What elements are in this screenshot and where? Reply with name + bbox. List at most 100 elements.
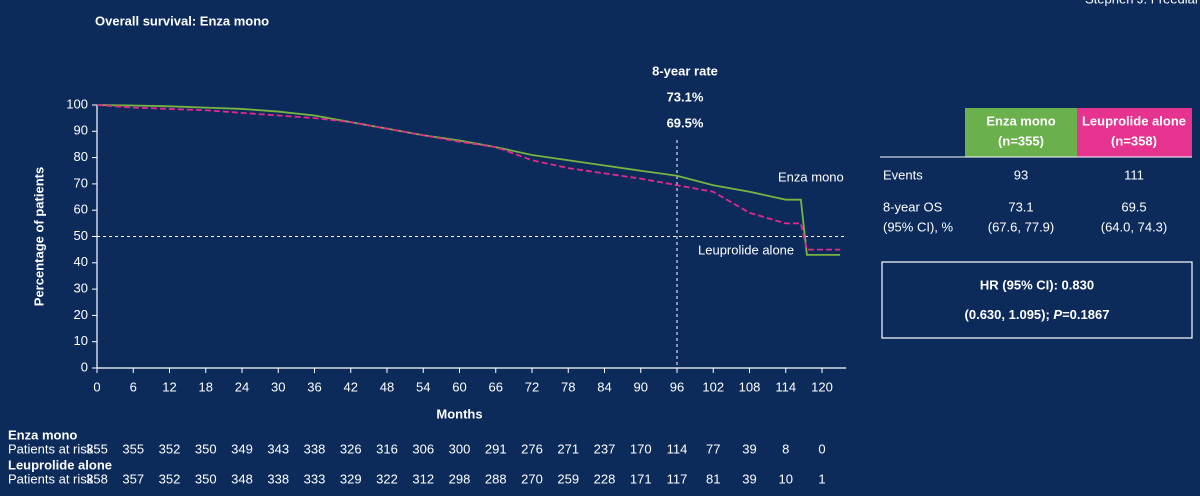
table-header-cell <box>965 108 1077 157</box>
risk-value: 350 <box>195 441 217 456</box>
risk-value: 355 <box>122 441 144 456</box>
slide-title: Overall survival: Enza mono <box>95 13 269 28</box>
risk-value: 350 <box>195 471 217 486</box>
risk-value: 352 <box>159 471 181 486</box>
y-tick-label: 60 <box>74 202 88 217</box>
y-axis-label: Percentage of patients <box>31 167 46 306</box>
risk-value: 312 <box>412 471 434 486</box>
table-cell: 69.5 <box>1121 199 1146 214</box>
y-tick-label: 50 <box>74 228 88 243</box>
x-tick-label: 120 <box>811 379 833 394</box>
risk-row-label: Patients at risk <box>8 471 94 486</box>
hr-line: HR (95% CI): 0.830 <box>980 277 1094 292</box>
y-tick-label: 100 <box>66 96 88 111</box>
x-tick-label: 102 <box>702 379 724 394</box>
annotation-label: 73.1% <box>667 89 704 104</box>
y-tick-label: 20 <box>74 307 88 322</box>
hr-p-value: =0.1867 <box>1062 307 1109 322</box>
table-cell: 93 <box>1014 167 1028 182</box>
x-tick-label: 72 <box>525 379 539 394</box>
table-row-label: Events <box>883 167 923 182</box>
x-tick-label: 48 <box>380 379 394 394</box>
risk-value: 357 <box>122 471 144 486</box>
hr-p: P <box>1053 307 1062 322</box>
risk-value: 271 <box>557 441 579 456</box>
risk-value: 259 <box>557 471 579 486</box>
y-tick-label: 40 <box>74 254 88 269</box>
risk-value: 170 <box>630 441 652 456</box>
x-tick-label: 114 <box>775 379 796 394</box>
y-tick-label: 10 <box>74 333 88 348</box>
risk-value: 358 <box>86 471 108 486</box>
risk-value: 0 <box>818 441 825 456</box>
y-tick-label: 0 <box>81 359 88 374</box>
risk-value: 81 <box>706 471 720 486</box>
x-tick-label: 78 <box>561 379 575 394</box>
table-header-title: Leuprolide alone <box>1082 113 1186 128</box>
risk-value: 338 <box>304 441 326 456</box>
x-tick-label: 60 <box>452 379 466 394</box>
risk-value: 355 <box>86 441 108 456</box>
annotation-label: 69.5% <box>667 115 704 130</box>
risk-value: 237 <box>594 441 616 456</box>
x-tick-label: 0 <box>93 379 100 394</box>
risk-row-name: Leuprolide alone <box>8 457 112 472</box>
y-tick-label: 90 <box>74 123 88 138</box>
risk-value: 117 <box>667 471 688 486</box>
risk-value: 300 <box>449 441 471 456</box>
risk-value: 306 <box>412 441 434 456</box>
risk-value: 10 <box>779 471 793 486</box>
risk-row-name: Enza mono <box>8 427 77 442</box>
table-header-cell <box>1077 108 1192 157</box>
hr-ci: (0.630, 1.095); <box>965 307 1054 322</box>
x-tick-label: 54 <box>416 379 430 394</box>
risk-value: 291 <box>485 441 507 456</box>
risk-value: 77 <box>706 441 720 456</box>
x-tick-label: 90 <box>634 379 648 394</box>
y-tick-label: 30 <box>74 281 88 296</box>
table-header-n: (n=358) <box>1111 133 1157 148</box>
presenter: Stephen J. Freedland, <box>1085 0 1200 6</box>
risk-value: 1 <box>818 471 825 486</box>
x-tick-label: 84 <box>597 379 611 394</box>
risk-value: 228 <box>594 471 616 486</box>
table-row-label: (95% CI), % <box>883 219 954 234</box>
survival-curve <box>96 104 841 251</box>
risk-value: 322 <box>376 471 398 486</box>
risk-value: 343 <box>267 441 289 456</box>
hr-line: (0.630, 1.095); P=0.1867 <box>965 307 1110 322</box>
risk-value: 39 <box>742 441 756 456</box>
x-axis-label: Months <box>436 406 482 421</box>
risk-value: 114 <box>667 441 688 456</box>
x-tick-label: 6 <box>130 379 137 394</box>
annotation-title: 8-year rate <box>652 63 718 78</box>
risk-value: 333 <box>304 471 326 486</box>
table-cell: (64.0, 74.3) <box>1101 219 1168 234</box>
risk-value: 288 <box>485 471 507 486</box>
curve-label: Leuprolide alone <box>698 242 794 257</box>
risk-value: 276 <box>521 441 543 456</box>
hr-box <box>881 261 1193 339</box>
risk-row-label: Patients at risk <box>8 441 94 456</box>
risk-value: 348 <box>231 471 253 486</box>
risk-value: 316 <box>376 441 398 456</box>
x-tick-label: 42 <box>344 379 358 394</box>
table-header-title: Enza mono <box>986 113 1055 128</box>
x-tick-label: 24 <box>235 379 249 394</box>
table-cell: (67.6, 77.9) <box>988 219 1055 234</box>
table-header-n: (n=355) <box>998 133 1044 148</box>
y-tick-label: 70 <box>74 175 88 190</box>
risk-value: 352 <box>159 441 181 456</box>
risk-value: 338 <box>267 471 289 486</box>
x-tick-label: 66 <box>489 379 503 394</box>
y-tick-label: 80 <box>74 149 88 164</box>
risk-value: 270 <box>521 471 543 486</box>
x-tick-label: 30 <box>271 379 285 394</box>
x-tick-label: 96 <box>670 379 684 394</box>
x-tick-label: 18 <box>199 379 213 394</box>
table-cell: 73.1 <box>1008 199 1033 214</box>
risk-value: 171 <box>630 471 652 486</box>
